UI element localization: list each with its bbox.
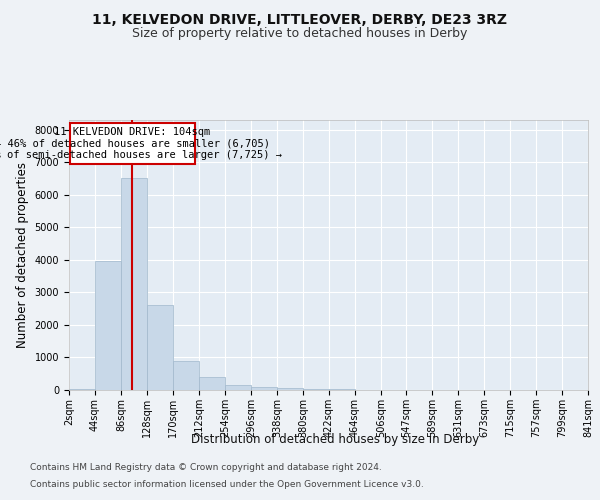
Bar xyxy=(69,389,95,390)
Bar xyxy=(121,178,147,390)
Bar xyxy=(173,360,199,390)
Bar xyxy=(95,260,121,390)
Bar xyxy=(199,378,225,390)
Bar xyxy=(277,388,303,390)
Bar xyxy=(147,306,173,390)
Y-axis label: Number of detached properties: Number of detached properties xyxy=(16,162,29,348)
Text: Contains HM Land Registry data © Crown copyright and database right 2024.: Contains HM Land Registry data © Crown c… xyxy=(30,464,382,472)
Text: ← 46% of detached houses are smaller (6,705): ← 46% of detached houses are smaller (6,… xyxy=(0,138,269,148)
Text: 11, KELVEDON DRIVE, LITTLEOVER, DERBY, DE23 3RZ: 11, KELVEDON DRIVE, LITTLEOVER, DERBY, D… xyxy=(92,12,508,26)
Bar xyxy=(251,387,277,390)
Text: Contains public sector information licensed under the Open Government Licence v3: Contains public sector information licen… xyxy=(30,480,424,489)
FancyBboxPatch shape xyxy=(70,124,194,164)
Bar xyxy=(225,386,251,390)
Text: Distribution of detached houses by size in Derby: Distribution of detached houses by size … xyxy=(191,432,479,446)
Text: 11 KELVEDON DRIVE: 104sqm: 11 KELVEDON DRIVE: 104sqm xyxy=(54,127,210,137)
Text: 53% of semi-detached houses are larger (7,725) →: 53% of semi-detached houses are larger (… xyxy=(0,150,282,160)
Text: Size of property relative to detached houses in Derby: Size of property relative to detached ho… xyxy=(133,28,467,40)
Bar xyxy=(303,388,329,390)
